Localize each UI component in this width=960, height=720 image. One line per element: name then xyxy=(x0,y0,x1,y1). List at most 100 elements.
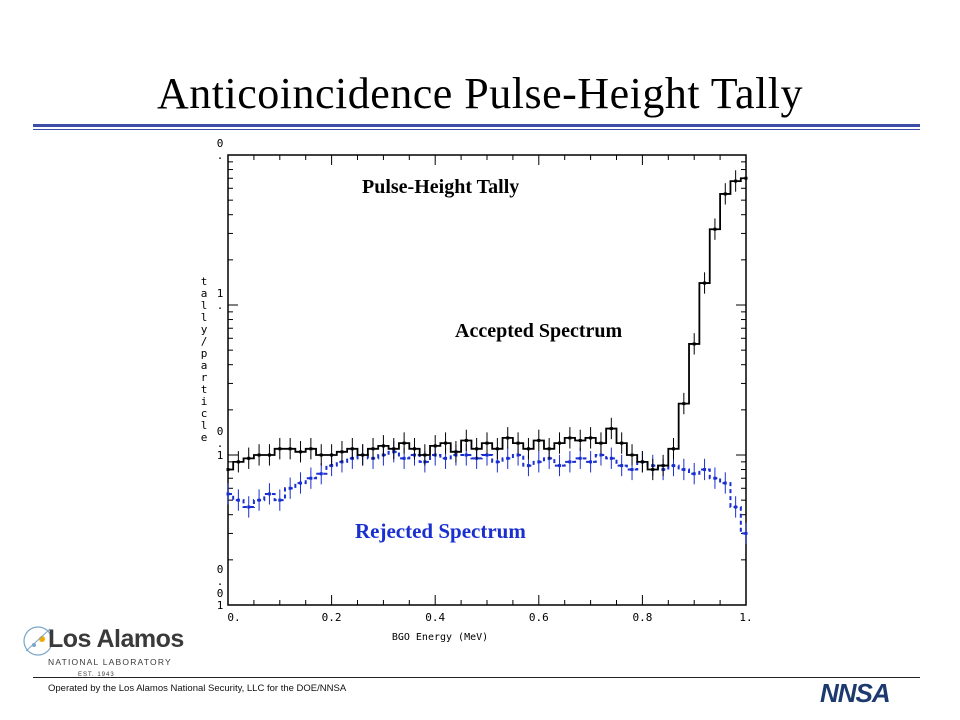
x-tick-label: 0. xyxy=(227,611,240,624)
data-point xyxy=(464,453,468,457)
data-point xyxy=(309,447,313,451)
y-tick-label: 0 xyxy=(217,137,224,150)
y-axis-label-char: t xyxy=(201,383,208,396)
y-axis-label-char: r xyxy=(201,371,208,384)
data-point xyxy=(495,447,499,451)
data-point xyxy=(444,441,448,445)
data-point xyxy=(309,476,313,480)
y-axis-label-char: / xyxy=(201,335,208,348)
data-point xyxy=(278,498,282,502)
y-tick-labels: 0.010.11.10. xyxy=(217,135,224,612)
data-point xyxy=(568,436,572,440)
data-point xyxy=(620,441,624,445)
data-point xyxy=(599,453,603,457)
data-point xyxy=(226,468,230,472)
los-alamos-logo: Los Alamos NATIONAL LABORATORY EST. 1943 xyxy=(20,615,190,683)
data-point xyxy=(392,447,396,451)
data-point xyxy=(361,453,365,457)
x-tick-label: 0.2 xyxy=(322,611,342,624)
x-tick-label: 0.4 xyxy=(425,611,445,624)
data-point xyxy=(454,450,458,454)
y-tick-label: . xyxy=(217,299,224,312)
data-point xyxy=(547,447,551,451)
data-point xyxy=(682,402,686,406)
y-axis-label-char: e xyxy=(201,431,208,444)
data-point xyxy=(299,481,303,485)
series-line xyxy=(228,177,746,471)
data-point xyxy=(475,447,479,451)
x-tick-labels: 0. 0.2 0.4 0.6 0.8 1. xyxy=(227,611,752,624)
data-point xyxy=(671,447,675,451)
data-point xyxy=(278,447,282,451)
data-point xyxy=(506,436,510,440)
y-axis-label-char: a xyxy=(201,359,208,372)
data-point xyxy=(640,460,644,464)
data-point xyxy=(692,342,696,346)
data-point xyxy=(267,453,271,457)
data-point xyxy=(609,456,613,460)
x-tick-label: 0.6 xyxy=(529,611,549,624)
logo-main-text: Los Alamos xyxy=(48,625,184,653)
data-point xyxy=(485,453,489,457)
data-point xyxy=(734,179,738,183)
data-point xyxy=(516,441,520,445)
data-point xyxy=(620,464,624,468)
data-point xyxy=(651,468,655,472)
data-point xyxy=(589,460,593,464)
data-point xyxy=(267,492,271,496)
data-point xyxy=(589,436,593,440)
data-point xyxy=(247,505,251,509)
y-axis-label-char: a xyxy=(201,287,208,300)
data-point xyxy=(464,438,468,442)
y-tick-label: . xyxy=(217,437,224,450)
y-axis-label-char: p xyxy=(201,347,208,360)
data-point xyxy=(350,447,354,451)
y-axis-label-char: i xyxy=(201,395,208,408)
y-axis-label-char: y xyxy=(201,323,208,336)
nnsa-logo: NNSA xyxy=(820,678,891,708)
y-tick-label: . xyxy=(217,575,224,588)
y-axis-label-char: l xyxy=(201,311,208,324)
data-point xyxy=(423,453,427,457)
data-point xyxy=(578,456,582,460)
footer-rule xyxy=(33,677,920,678)
axis-ticks xyxy=(227,154,747,606)
data-point xyxy=(703,468,707,472)
data-point xyxy=(444,456,448,460)
data-point xyxy=(558,441,562,445)
chart-title-label: Pulse-Height Tally xyxy=(362,176,520,198)
slide-title: Anticoincidence Pulse-Height Tally xyxy=(156,69,804,118)
data-point xyxy=(526,464,530,468)
y-tick-label: 1 xyxy=(217,449,224,462)
data-point xyxy=(247,456,251,460)
x-tick-label: 0.8 xyxy=(632,611,652,624)
data-point xyxy=(713,476,717,480)
y-tick-label: 1 xyxy=(217,599,224,612)
data-point xyxy=(630,468,634,472)
pulse-height-chart: 0.0.20.40.60.81. 0.010.11.10. tally/part… xyxy=(201,135,753,643)
title-rule-thin xyxy=(33,129,920,130)
data-point xyxy=(568,460,572,464)
data-point xyxy=(340,450,344,454)
data-point xyxy=(288,447,292,451)
data-point xyxy=(236,498,240,502)
data-point xyxy=(537,438,541,442)
data-point xyxy=(682,468,686,472)
los-alamos-mark-icon xyxy=(23,626,53,656)
data-point xyxy=(319,472,323,476)
y-tick-label: . xyxy=(217,149,224,162)
x-tick-label: 1. xyxy=(739,611,752,624)
data-point xyxy=(578,438,582,442)
data-point xyxy=(671,464,675,468)
logo-est-text: EST. 1943 xyxy=(78,672,115,678)
data-point xyxy=(485,441,489,445)
data-point xyxy=(257,453,261,457)
data-point xyxy=(381,444,385,448)
data-point xyxy=(723,481,727,485)
y-axis-label-char: l xyxy=(201,299,208,312)
y-axis-label-char: l xyxy=(201,419,208,432)
rejected-spectrum-label: Rejected Spectrum xyxy=(355,519,526,543)
data-point xyxy=(495,460,499,464)
series-accepted-spectrum xyxy=(226,167,748,481)
data-point xyxy=(744,531,748,535)
